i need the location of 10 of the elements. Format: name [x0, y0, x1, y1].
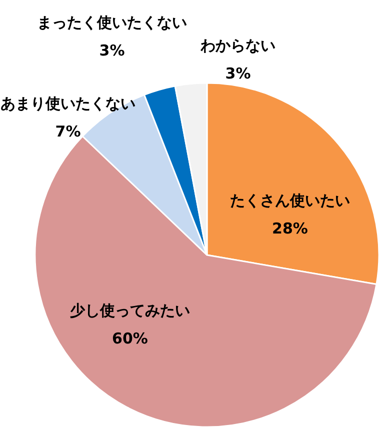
slice-label: 少し使ってみたい — [70, 301, 190, 320]
slice-label: まったく使いたくない — [37, 13, 187, 32]
slice-label: たくさん使いたい — [230, 191, 350, 210]
data-label: 7% — [55, 122, 81, 140]
data-label: 3% — [225, 64, 251, 82]
data-label: 60% — [112, 329, 148, 348]
slice-label: あまり使いたくない — [0, 94, 136, 112]
data-label: 28% — [272, 219, 308, 238]
data-label: 3% — [99, 41, 125, 60]
slice-label: わからない — [200, 36, 276, 54]
